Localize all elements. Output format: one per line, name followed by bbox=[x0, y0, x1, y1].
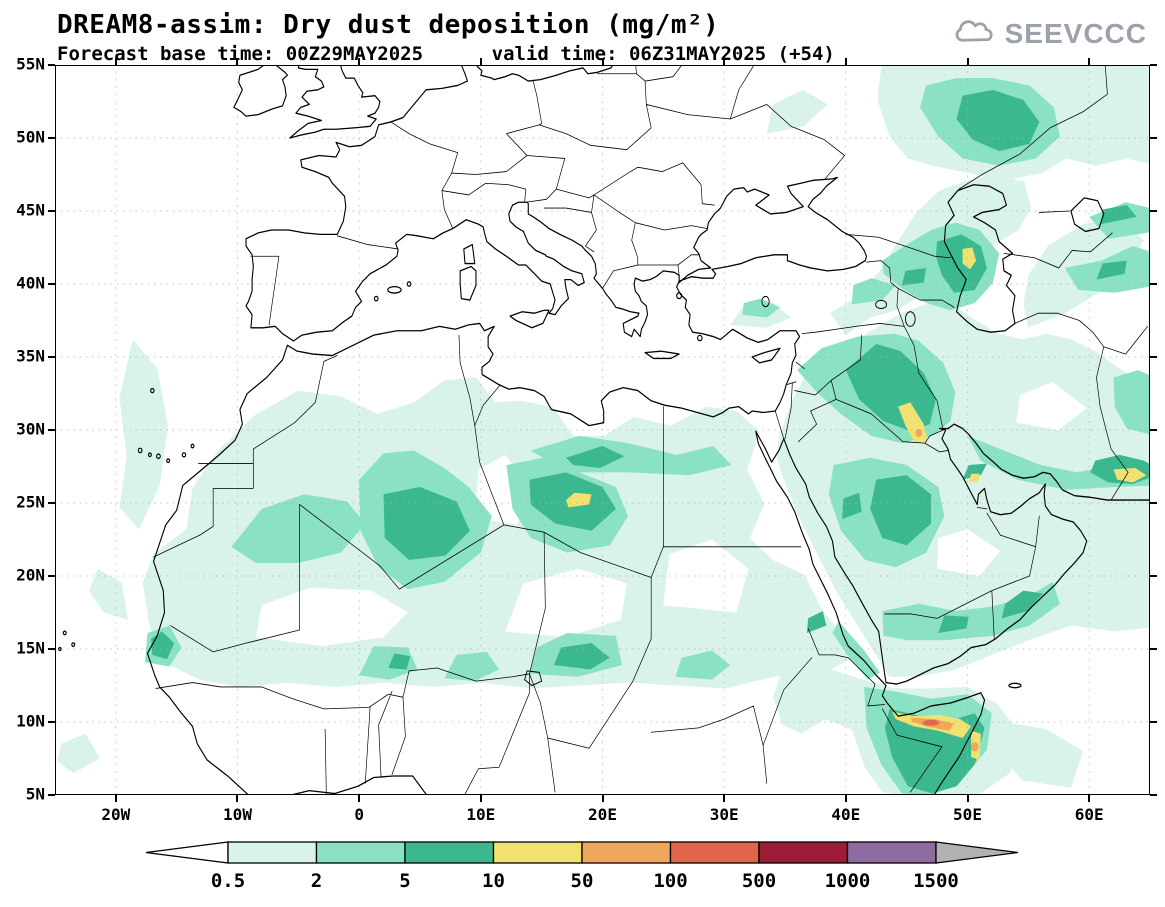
lat-tick bbox=[1150, 794, 1157, 796]
lon-label: 20E bbox=[588, 805, 617, 824]
lon-label: 20W bbox=[101, 805, 131, 824]
lat-tick bbox=[1150, 356, 1157, 358]
lat-label: 45N bbox=[16, 200, 45, 220]
lat-label: 50N bbox=[16, 127, 45, 147]
lat-tick bbox=[1150, 721, 1157, 723]
legend-label: 50 bbox=[571, 870, 594, 892]
lat-tick bbox=[48, 64, 55, 66]
logo-text: SEEVCCC bbox=[1004, 17, 1147, 49]
legend-label: 2 bbox=[311, 870, 322, 892]
lon-label: 10E bbox=[466, 805, 496, 824]
lon-tick bbox=[601, 795, 604, 802]
dust-layer bbox=[57, 65, 1150, 795]
legend-label: 100 bbox=[653, 870, 687, 892]
legend-label: 5 bbox=[399, 870, 410, 892]
legend-label: 500 bbox=[742, 870, 776, 892]
lat-tick bbox=[48, 356, 55, 358]
lat-label: 40N bbox=[16, 273, 45, 293]
lon-tick bbox=[236, 795, 239, 802]
lon-tick bbox=[114, 795, 117, 802]
lat-tick bbox=[1150, 64, 1157, 66]
colorbar-legend: 0.5 2 5 10 50 100 500 1000 1500 bbox=[142, 838, 1022, 900]
map-area: 55N 50N 45N 40N 35N 30N 25N 20N 15N 10N 5N 20W 10W 0 1… bbox=[16, 55, 1157, 824]
lat-label: 5N bbox=[25, 784, 45, 804]
legend-under-arrow bbox=[145, 841, 229, 864]
lat-tick bbox=[48, 794, 55, 796]
legend-band bbox=[492, 841, 583, 864]
legend-band bbox=[846, 841, 937, 864]
forecast-times-subtitle: Forecast base time: 00Z29MAY2025 valid t… bbox=[57, 43, 835, 65]
legend-label: 0.5 bbox=[211, 870, 245, 892]
lat-tick bbox=[1150, 137, 1157, 139]
legend-band bbox=[669, 841, 760, 864]
legend-label: 10 bbox=[482, 870, 505, 892]
lon-tick bbox=[966, 58, 969, 65]
lat-label: 55N bbox=[16, 54, 45, 74]
lon-label: 30E bbox=[709, 805, 739, 824]
lon-label: 10W bbox=[223, 805, 252, 824]
seevccc-logo: SEEVCCC bbox=[952, 16, 1147, 51]
title-block: DREAM8-assim: Dry dust deposition (mg/m²… bbox=[57, 10, 835, 65]
cloud-icon bbox=[952, 16, 998, 51]
lat-tick bbox=[1150, 429, 1157, 431]
lat-tick bbox=[1150, 210, 1157, 212]
lat-tick bbox=[48, 283, 55, 285]
lat-tick bbox=[1150, 283, 1157, 285]
legend-band bbox=[758, 841, 849, 864]
lat-tick bbox=[48, 648, 55, 650]
lat-tick bbox=[48, 502, 55, 504]
lat-tick bbox=[48, 210, 55, 212]
lat-tick bbox=[48, 575, 55, 577]
map-svg bbox=[55, 65, 1150, 795]
legend-band bbox=[404, 841, 495, 864]
latlon-grid bbox=[55, 65, 1150, 795]
lon-tick bbox=[358, 795, 361, 802]
legend-band bbox=[227, 841, 318, 864]
lon-label: 50E bbox=[953, 805, 982, 824]
lat-label: 25N bbox=[16, 492, 45, 512]
lon-label: 60E bbox=[1074, 805, 1104, 824]
lon-tick bbox=[844, 795, 847, 802]
lat-tick bbox=[1150, 502, 1157, 504]
borders-layer bbox=[153, 65, 1148, 795]
colorbar-svg: 0.5 2 5 10 50 100 500 1000 1500 bbox=[145, 841, 1019, 892]
lat-label: 10N bbox=[16, 711, 45, 731]
legend-over-arrow bbox=[935, 841, 1019, 864]
lon-label: 0 bbox=[354, 805, 364, 824]
lat-tick bbox=[48, 429, 55, 431]
lat-tick bbox=[1150, 648, 1157, 650]
lat-label: 20N bbox=[16, 565, 45, 585]
lon-tick bbox=[479, 795, 482, 802]
lon-tick bbox=[1088, 58, 1091, 65]
lon-tick bbox=[966, 795, 969, 802]
lon-tick bbox=[1088, 795, 1091, 802]
legend-label: 1000 bbox=[825, 870, 871, 892]
legend-band bbox=[315, 841, 406, 864]
lat-label: 30N bbox=[16, 419, 45, 439]
lat-label: 35N bbox=[16, 346, 45, 366]
lat-tick bbox=[48, 721, 55, 723]
lat-tick bbox=[48, 137, 55, 139]
lat-tick bbox=[1150, 575, 1157, 577]
lon-tick bbox=[844, 58, 847, 65]
legend-band bbox=[581, 841, 672, 864]
legend-label: 1500 bbox=[913, 870, 959, 892]
lon-tick bbox=[723, 795, 726, 802]
coastline-layer bbox=[58, 65, 1150, 795]
lon-label: 40E bbox=[831, 805, 861, 824]
page-title: DREAM8-assim: Dry dust deposition (mg/m²… bbox=[57, 10, 720, 40]
lakes-layer bbox=[524, 295, 916, 687]
lat-label: 15N bbox=[16, 638, 45, 658]
